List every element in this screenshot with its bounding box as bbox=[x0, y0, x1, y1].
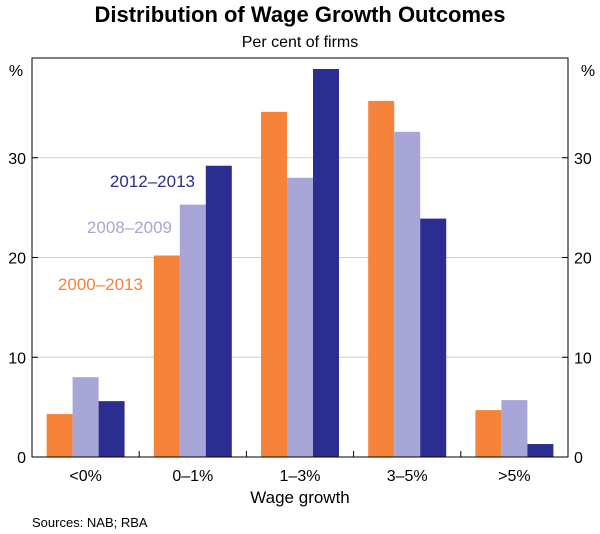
series-label-2: 2008–2009 bbox=[87, 218, 172, 237]
bar-1-5 bbox=[475, 410, 502, 457]
y-tick-label-left: 20 bbox=[8, 251, 26, 268]
y-tick-label-left: 10 bbox=[8, 350, 26, 367]
bar-2-3 bbox=[287, 177, 313, 457]
bar-2-4 bbox=[394, 131, 421, 457]
y-tick-label-left: 30 bbox=[8, 151, 26, 168]
bar-1-4 bbox=[368, 100, 395, 457]
x-tick-label: 3–5% bbox=[387, 468, 428, 485]
bar-3-3 bbox=[313, 68, 339, 457]
bar-1-3 bbox=[261, 111, 287, 458]
y-tick-label-right: 20 bbox=[574, 251, 592, 268]
y-axis-unit-right: % bbox=[581, 63, 595, 80]
x-tick-label: <0% bbox=[69, 468, 101, 485]
x-tick-label: 1–3% bbox=[280, 468, 321, 485]
x-tick-label: 0–1% bbox=[172, 468, 213, 485]
y-axis-unit-left: % bbox=[9, 63, 23, 80]
bar-3-4 bbox=[420, 218, 447, 457]
bar-3-5 bbox=[527, 444, 554, 457]
bar-2-1 bbox=[72, 377, 99, 457]
y-tick-label-right: 30 bbox=[574, 151, 592, 168]
bar-1-1 bbox=[46, 414, 73, 457]
chart-title: Distribution of Wage Growth Outcomes bbox=[94, 2, 505, 27]
source-note: Sources: NAB; RBA bbox=[32, 515, 148, 530]
bar-3-2 bbox=[205, 165, 232, 458]
y-tick-label-right: 10 bbox=[574, 350, 592, 367]
bar-3-1 bbox=[98, 401, 125, 457]
x-axis-title: Wage growth bbox=[250, 488, 350, 507]
chart-subtitle: Per cent of firms bbox=[242, 34, 358, 51]
y-tick-label-left: 0 bbox=[17, 450, 26, 467]
bar-1-2 bbox=[153, 255, 180, 457]
y-tick-label-right: 0 bbox=[574, 450, 583, 467]
x-tick-label: >5% bbox=[498, 468, 530, 485]
series-label-1: 2000–2013 bbox=[58, 275, 143, 294]
series-label-3: 2012–2013 bbox=[110, 172, 195, 191]
bar-2-2 bbox=[179, 204, 206, 457]
bar-2-5 bbox=[501, 400, 528, 457]
